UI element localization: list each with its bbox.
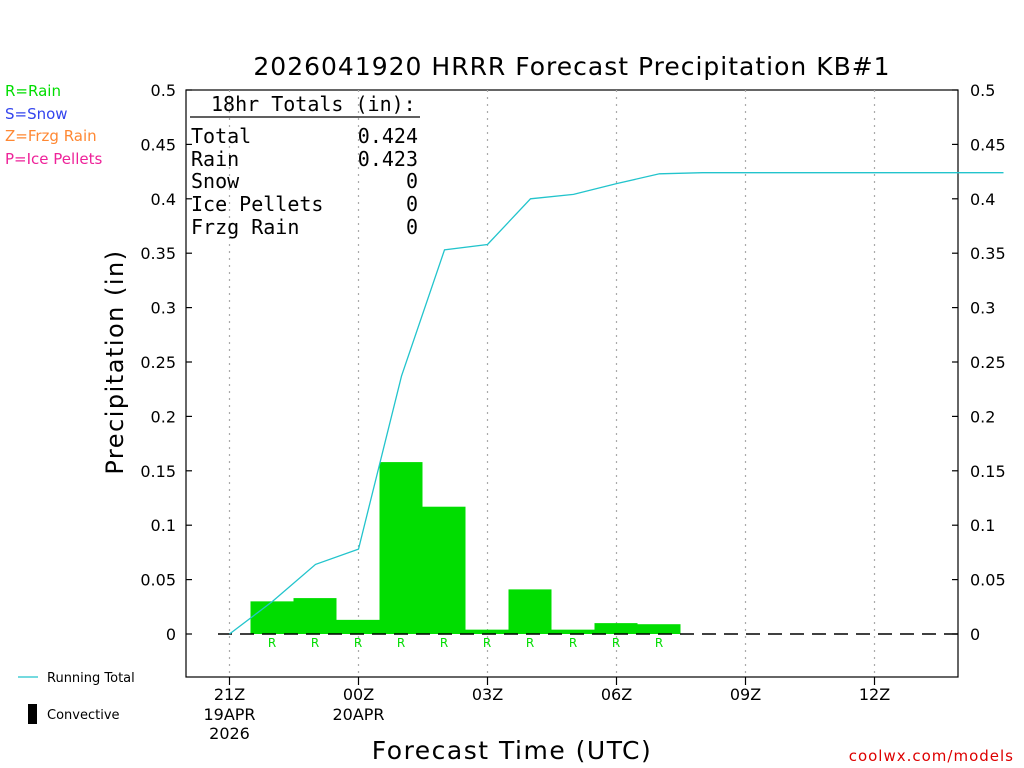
y-tick-label-left-0.35: 0.35 xyxy=(140,244,176,263)
totals-total-value: 0.424 xyxy=(358,124,418,148)
y-tick-label-left-0.25: 0.25 xyxy=(140,353,176,372)
chart-title: 2026041920 HRRR Forecast Precipitation K… xyxy=(253,52,890,81)
y-tick-label-left-0.5: 0.5 xyxy=(151,81,176,100)
legend-convective: Convective xyxy=(47,708,120,723)
type-code-hour-8: R xyxy=(569,636,577,650)
type-code-hour-1: R xyxy=(268,636,276,650)
y-tick-label-right-0.05: 0.05 xyxy=(970,571,1006,590)
type-code-hour-6: R xyxy=(483,636,491,650)
y-tick-label-left-0.05: 0.05 xyxy=(140,571,176,590)
x-tick-label-06Z: 06Z xyxy=(601,685,632,704)
x-tick-year-21Z: 2026 xyxy=(209,724,250,743)
x-tick-date-21Z: 19APR xyxy=(203,705,255,724)
totals-total-label: Total xyxy=(191,124,251,148)
y-axes: 0 00.05 0.050.1 0.10.15 0.150.2 0.20.25 0.250.… xyxy=(140,81,1005,644)
convective-legend-swatch xyxy=(28,704,37,724)
credit-link[interactable]: coolwx.com/models xyxy=(849,747,1014,765)
y-tick-label-right-0.25: 0.25 xyxy=(970,353,1006,372)
totals-header: 18hr Totals (in): xyxy=(211,92,416,116)
x-tick-date-00Z: 20APR xyxy=(332,705,384,724)
y-tick-label-left-0.1: 0.1 xyxy=(151,516,176,535)
x-tick-label-12Z: 12Z xyxy=(859,685,890,704)
totals-rain-value: 0.423 xyxy=(358,147,418,171)
y-tick-label-right-0.15: 0.15 xyxy=(970,462,1006,481)
legend-frzg-rain: Z=Frzg Rain xyxy=(5,127,97,145)
totals-box: 18hr Totals (in): Total 0.424 Rain 0.423… xyxy=(190,92,420,239)
totals-snow-value: 0 xyxy=(406,169,418,193)
legend-ice-pellets: P=Ice Pellets xyxy=(5,150,102,168)
type-code-hour-2: R xyxy=(311,636,319,650)
running-total-line xyxy=(229,172,1004,635)
legend-running-total: Running Total xyxy=(47,671,135,686)
plot-frame xyxy=(185,89,959,678)
y-tick-label-right-0.3: 0.3 xyxy=(970,299,995,318)
type-code-hour-5: R xyxy=(440,636,448,650)
y-tick-label-left-0.45: 0.45 xyxy=(140,135,176,154)
x-tick-label-21Z: 21Z xyxy=(214,685,245,704)
y-tick-label-left-0: 0 xyxy=(166,625,176,644)
x-tick-label-09Z: 09Z xyxy=(730,685,761,704)
type-code-hour-7: R xyxy=(526,636,534,650)
y-tick-label-left-0.4: 0.4 xyxy=(151,190,176,209)
totals-snow-label: Snow xyxy=(191,169,240,193)
y-tick-label-right-0.4: 0.4 xyxy=(970,190,995,209)
type-code-hour-10: R xyxy=(655,636,663,650)
precip-bar-hour-4 xyxy=(379,462,423,634)
y-tick-label-right-0.1: 0.1 xyxy=(970,516,995,535)
precip-bar-hour-10 xyxy=(637,624,681,634)
type-code-hour-4: R xyxy=(397,636,405,650)
precip-bar-hour-2 xyxy=(293,598,337,634)
x-tick-label-03Z: 03Z xyxy=(472,685,503,704)
type-code-hour-3: R xyxy=(354,636,362,650)
y-tick-label-left-0.3: 0.3 xyxy=(151,299,176,318)
y-tick-label-right-0.45: 0.45 xyxy=(970,135,1006,154)
running-total-polyline xyxy=(229,172,1004,635)
x-tick-label-00Z: 00Z xyxy=(343,685,374,704)
y-tick-label-left-0.2: 0.2 xyxy=(151,407,176,426)
precip-bar-hour-5 xyxy=(422,506,466,634)
totals-ice-label: Ice Pellets xyxy=(191,192,323,216)
legend-snow: S=Snow xyxy=(5,105,68,123)
totals-frzg-label: Frzg Rain xyxy=(191,215,299,239)
totals-ice-value: 0 xyxy=(406,192,418,216)
x-axis-label: Forecast Time (UTC) xyxy=(372,736,652,765)
precip-bar-hour-8 xyxy=(551,629,595,634)
y-tick-label-left-0.15: 0.15 xyxy=(140,462,176,481)
y-tick-label-right-0.2: 0.2 xyxy=(970,407,995,426)
totals-frzg-value: 0 xyxy=(406,215,418,239)
type-code-hour-9: R xyxy=(612,636,620,650)
precip-bar-hour-9 xyxy=(594,623,638,634)
precip-bar-hour-7 xyxy=(508,589,552,634)
precip-bar-hour-6 xyxy=(465,629,509,634)
precip-bars xyxy=(218,462,958,635)
legend-rain: R=Rain xyxy=(5,82,61,100)
totals-rain-label: Rain xyxy=(191,147,239,171)
y-tick-label-right-0.5: 0.5 xyxy=(970,81,995,100)
y-tick-label-right-0.35: 0.35 xyxy=(970,244,1006,263)
y-axis-label: Precipitation (in) xyxy=(101,249,129,474)
precip-bar-hour-3 xyxy=(336,619,380,634)
precip-bar-hour-1 xyxy=(250,601,294,634)
y-tick-label-right-0: 0 xyxy=(970,625,980,644)
grid-lines xyxy=(228,90,876,677)
